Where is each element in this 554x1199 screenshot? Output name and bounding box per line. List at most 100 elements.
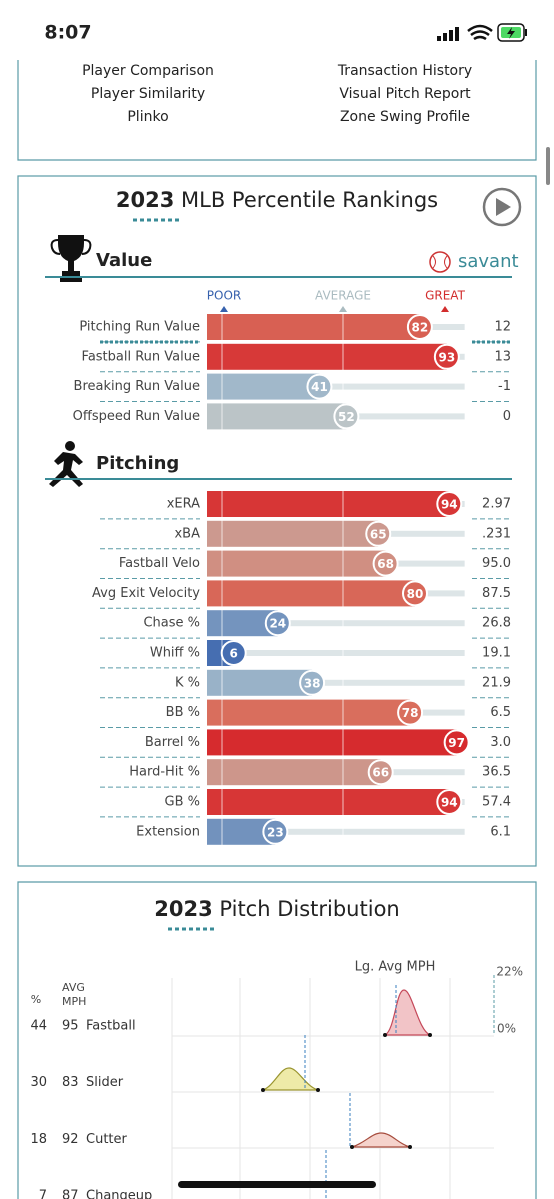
- distribution-card: [17, 881, 537, 1199]
- metric-label: Fastball Velo: [119, 556, 200, 571]
- metric-label: Chase %: [143, 616, 200, 631]
- pitch-name: Slider: [86, 1075, 124, 1090]
- track: [415, 590, 465, 597]
- metric-value: 3.0: [490, 735, 511, 750]
- track: [419, 324, 465, 330]
- track: [275, 828, 465, 835]
- percentile-badge: [299, 669, 326, 696]
- bar: [207, 343, 447, 370]
- nav-link[interactable]: Zone Swing Profile: [340, 109, 470, 125]
- nav-link[interactable]: Plinko: [127, 109, 168, 125]
- metric-value: 13: [494, 349, 511, 364]
- brand: savant: [458, 251, 519, 272]
- min-label: 0%: [497, 1022, 516, 1036]
- title-text: Pitch Distribution: [219, 897, 399, 921]
- percentile-badge: [372, 550, 399, 577]
- percentile-badge: [436, 789, 463, 815]
- metric-value: 6.5: [490, 705, 511, 720]
- percentile-number: 80: [407, 587, 424, 601]
- section-title: Value: [96, 250, 152, 271]
- savant-logo: [429, 251, 451, 273]
- pitch-mph: 83: [62, 1075, 79, 1090]
- metric-value: 2.97: [482, 497, 511, 512]
- percentile-badge: [264, 610, 291, 637]
- metric-label: K %: [175, 675, 200, 690]
- track: [233, 650, 465, 656]
- pitch-name: Fastball: [86, 1019, 136, 1034]
- max-label: 22%: [496, 965, 523, 979]
- percentile-number: 78: [402, 706, 419, 720]
- track: [277, 620, 465, 627]
- pitch-name: Cutter: [86, 1132, 128, 1147]
- percentile-badge: [262, 818, 289, 845]
- bar: [207, 699, 411, 726]
- scale-marker: [220, 306, 228, 312]
- col-mph: AVG: [62, 981, 85, 994]
- scrollbar: [546, 147, 550, 185]
- percentile-number: 65: [370, 527, 387, 541]
- metric-label: GB %: [165, 795, 200, 810]
- percentile-badge: [397, 699, 424, 726]
- percentile-number: 82: [412, 321, 429, 335]
- bar: [207, 580, 415, 607]
- metric-value: 95.0: [482, 556, 511, 571]
- metric-value: 87.5: [482, 586, 511, 601]
- percentile-number: 94: [441, 498, 458, 512]
- percentile-badge: [220, 640, 247, 666]
- scale-poor: POOR: [207, 289, 241, 303]
- nav-link[interactable]: Visual Pitch Report: [339, 86, 471, 102]
- metric-value: 26.8: [482, 616, 511, 631]
- percentile-title: 2023 MLB Percentile Rankings: [116, 188, 438, 212]
- nav-link[interactable]: Player Similarity: [91, 86, 205, 102]
- percentile-number: 24: [269, 617, 286, 631]
- percentile-badge: [433, 343, 460, 370]
- percentile-number: 68: [377, 557, 394, 571]
- trophy-icon: [50, 235, 92, 282]
- metric-value: -1: [498, 379, 511, 394]
- clock: 8:07: [44, 22, 91, 44]
- nav-link[interactable]: Player Comparison: [82, 63, 214, 79]
- bar: [207, 520, 379, 547]
- percentile-card: [17, 175, 537, 867]
- percentile-number: 23: [267, 825, 284, 839]
- col-mph: MPH: [62, 995, 86, 1008]
- track: [319, 383, 465, 390]
- metric-label: Pitching Run Value: [79, 320, 200, 335]
- metric-label: Extension: [136, 824, 200, 839]
- metric-value: 36.5: [482, 765, 511, 780]
- scale-great: GREAT: [425, 289, 465, 303]
- metric-label: Offspeed Run Value: [73, 409, 200, 424]
- metric-value: 6.1: [490, 824, 511, 839]
- pitch-pct: 18: [30, 1132, 47, 1147]
- percentile-number: 93: [438, 350, 455, 364]
- bar: [207, 491, 450, 517]
- density-curves: [261, 985, 432, 1199]
- pitch-mph: 95: [62, 1019, 79, 1034]
- bar: [207, 550, 386, 577]
- scale-average: AVERAGE: [315, 289, 371, 303]
- bar: [207, 729, 457, 756]
- play-button[interactable]: [482, 187, 522, 227]
- metric-value: 21.9: [482, 675, 511, 690]
- metric-label: Fastball Run Value: [82, 349, 200, 364]
- pitcher-icon: [49, 441, 83, 487]
- bar: [207, 759, 381, 786]
- bar: [207, 789, 450, 815]
- percentile-badge: [406, 314, 433, 340]
- home-indicator: [178, 1181, 376, 1188]
- percentile-number: 66: [372, 766, 389, 780]
- status-icons: [437, 23, 527, 42]
- metric-label: xERA: [167, 497, 200, 512]
- title-text: MLB Percentile Rankings: [181, 188, 438, 212]
- percentile-number: 38: [304, 676, 321, 690]
- percentile-badge: [443, 729, 470, 756]
- metric-value: 19.1: [482, 646, 511, 661]
- col-pct: %: [31, 993, 41, 1006]
- nav-link[interactable]: Transaction History: [337, 63, 472, 79]
- track: [410, 709, 465, 716]
- pitch-mph: 87: [62, 1189, 79, 1199]
- percentile-badge: [436, 491, 463, 517]
- section-title: Pitching: [96, 453, 179, 474]
- percentile-badge: [365, 520, 392, 547]
- scale-marker: [441, 306, 449, 312]
